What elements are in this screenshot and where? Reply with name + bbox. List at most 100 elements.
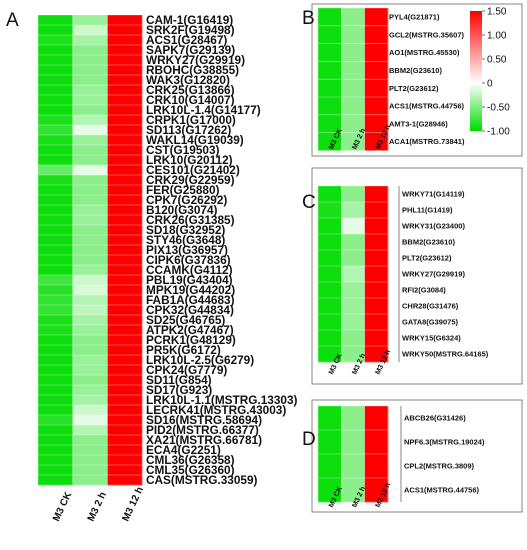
heatmap-cell xyxy=(72,135,108,146)
heatmap-cell xyxy=(107,255,143,266)
heatmap-cell xyxy=(364,202,389,219)
heatmap-cell xyxy=(364,97,389,116)
gene-label: FER(G25880) xyxy=(146,183,220,197)
heatmap-cell xyxy=(38,75,74,86)
heatmap-cell xyxy=(341,234,365,251)
heatmap-cell xyxy=(38,295,74,306)
gene-label: PLT2(G23612) xyxy=(402,254,452,263)
heatmap-cell xyxy=(107,215,143,226)
heatmap-cell xyxy=(72,65,108,76)
heatmap-cell xyxy=(107,115,143,126)
heatmap-cell xyxy=(318,282,342,299)
heatmap-cell xyxy=(107,415,143,426)
heatmap-cell xyxy=(38,415,74,426)
heatmap-cell xyxy=(72,25,108,36)
heatmap-cell xyxy=(318,478,342,503)
panel-letter-c: C xyxy=(302,192,316,213)
gene-label: ACS1(G28467) xyxy=(146,33,227,47)
gene-label: PIX13(G36957) xyxy=(146,243,228,257)
gene-label: CML36(G26358) xyxy=(146,453,235,467)
heatmap-cell xyxy=(341,25,365,44)
heatmap-cell xyxy=(38,435,74,446)
gene-label: GCL2(MSTRG.35607) xyxy=(389,30,465,39)
heatmap-cell xyxy=(318,25,342,44)
heatmap-cell xyxy=(107,225,143,236)
heatmap-cell xyxy=(318,132,342,151)
gene-label: WRKY27(G29919) xyxy=(146,53,245,67)
heatmap-cell xyxy=(341,218,365,235)
heatmap-cell xyxy=(38,325,74,336)
heatmap-cell xyxy=(364,430,389,455)
gene-label: PBL19(G43404) xyxy=(146,273,233,287)
heatmap-cell xyxy=(72,35,108,46)
heatmap-cell xyxy=(72,275,108,286)
heatmap-cell xyxy=(341,114,365,133)
heatmap-cell xyxy=(72,295,108,306)
heatmap-cell xyxy=(38,445,74,456)
gene-label: CRK25(G13866) xyxy=(146,83,235,97)
heatmap-cell xyxy=(72,225,108,236)
gene-label: PHL11(G1419) xyxy=(402,206,453,215)
gene-label: CST(G19503) xyxy=(146,143,220,157)
gene-label: CAM-1(G16419) xyxy=(146,13,233,27)
gene-label: ECA4(G2251) xyxy=(146,443,221,457)
gene-label: STY46(G3648) xyxy=(146,233,225,247)
heatmap-cell xyxy=(107,105,143,116)
x-axis-label: M3 2 h xyxy=(86,490,109,523)
heatmap-cell xyxy=(364,234,389,251)
heatmap-cell xyxy=(107,15,143,26)
heatmap-cell xyxy=(107,35,143,46)
heatmap-cell xyxy=(107,75,143,86)
heatmap-cell xyxy=(72,15,108,26)
heatmap-cell xyxy=(72,195,108,206)
gene-label: SD18(G32952) xyxy=(146,223,225,237)
gene-label: WRKY27(G29919) xyxy=(402,270,465,279)
heatmap-cell xyxy=(38,15,74,26)
heatmap-cell xyxy=(107,85,143,96)
heatmap-cell xyxy=(72,125,108,136)
colorbar xyxy=(470,11,482,131)
gene-label: CPK32(G44834) xyxy=(146,303,234,317)
heatmap-cell xyxy=(364,25,389,44)
heatmap-cell xyxy=(38,235,74,246)
heatmap-cell xyxy=(72,475,108,486)
heatmap-cell xyxy=(72,345,108,356)
heatmap-cell xyxy=(364,186,389,203)
heatmap-cell xyxy=(364,478,389,503)
heatmap-cell xyxy=(72,245,108,256)
heatmap-cell xyxy=(107,355,143,366)
heatmap-cell xyxy=(341,202,365,219)
heatmap-cell xyxy=(38,265,74,276)
heatmap-cell xyxy=(341,454,365,479)
heatmap-cell xyxy=(38,465,74,476)
gene-label: LECRK41(MSTRG.43003) xyxy=(146,403,286,417)
gene-label: SRK2F(G19498) xyxy=(146,23,235,37)
heatmap-cell xyxy=(364,454,389,479)
heatmap-cell xyxy=(38,215,74,226)
heatmap-cell xyxy=(38,35,74,46)
heatmap-cell xyxy=(107,265,143,276)
gene-label: CRPK1(G17000) xyxy=(146,113,236,127)
heatmap-cell xyxy=(38,385,74,396)
heatmap-cell xyxy=(107,155,143,166)
heatmap-cell xyxy=(72,315,108,326)
heatmap-cell xyxy=(341,97,365,116)
gene-label: SD113(G17262) xyxy=(146,123,231,137)
heatmap-cell xyxy=(318,202,342,219)
heatmap-cell xyxy=(72,365,108,376)
heatmap-cell xyxy=(364,406,389,431)
heatmap-cell xyxy=(318,97,342,116)
heatmap-cell xyxy=(38,95,74,106)
heatmap-cell xyxy=(72,255,108,266)
gene-label: CCAMK(G4112) xyxy=(146,263,233,277)
heatmap-cell xyxy=(38,135,74,146)
heatmap-cell xyxy=(364,132,389,151)
heatmap-cell xyxy=(107,55,143,66)
colorbar-tick-label: 1.00 xyxy=(487,31,507,42)
heatmap-cell xyxy=(107,305,143,316)
heatmap-cell xyxy=(107,385,143,396)
heatmap-cell xyxy=(72,335,108,346)
heatmap-cell xyxy=(318,43,342,62)
gene-label: PCRK1(G48129) xyxy=(146,333,236,347)
heatmap-cell xyxy=(364,314,389,331)
